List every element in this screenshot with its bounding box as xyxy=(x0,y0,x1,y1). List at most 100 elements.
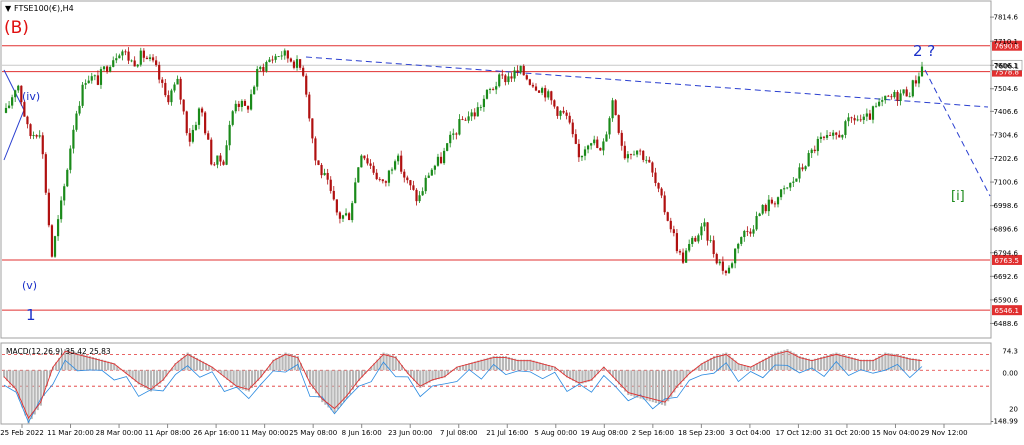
macd-histogram-bar xyxy=(862,359,866,371)
candle-body xyxy=(375,172,378,180)
macd-histogram-bar xyxy=(232,370,235,386)
macd-histogram-bar xyxy=(204,363,208,371)
candle-body xyxy=(397,155,400,162)
macd-histogram-bar xyxy=(195,357,198,371)
macd-histogram-bar xyxy=(611,370,615,378)
candle-body xyxy=(207,133,210,140)
macd-histogram-bar xyxy=(455,366,459,371)
macd-histogram-bar xyxy=(370,366,373,371)
macd-histogram-bar xyxy=(694,368,697,371)
candle-body xyxy=(246,105,250,110)
candle-body xyxy=(571,122,574,135)
macd-histogram-bar xyxy=(110,362,113,371)
candle-body xyxy=(510,76,513,79)
time-tick-label: 31 Oct 20:00 xyxy=(824,429,870,437)
macd-tick-label: 74.3 xyxy=(1002,348,1018,356)
price-tick-label: 7606.1 xyxy=(994,62,1019,70)
candle-body xyxy=(783,188,786,190)
candle-body xyxy=(688,244,691,251)
macd-histogram-bar xyxy=(590,370,593,381)
candle-body xyxy=(381,179,384,182)
macd-histogram-bar xyxy=(9,370,12,385)
macd-histogram-bar xyxy=(388,354,391,371)
candle-body xyxy=(406,177,409,181)
candle-body xyxy=(544,88,547,98)
candle-body xyxy=(265,61,268,72)
macd-histogram-bar xyxy=(853,357,856,371)
macd-histogram-bar xyxy=(804,357,807,371)
candle-body xyxy=(161,79,164,83)
macd-histogram-bar xyxy=(774,352,777,371)
macd-histogram-bar xyxy=(376,359,379,371)
candle-body xyxy=(96,75,100,85)
candle-body xyxy=(752,229,755,234)
candle-body xyxy=(7,105,11,108)
macd-histogram-bar xyxy=(125,370,128,374)
candle-body xyxy=(681,252,685,263)
candle-body xyxy=(418,195,421,202)
candle-body xyxy=(678,251,682,253)
candle-body xyxy=(531,84,535,87)
candle-body xyxy=(865,113,868,117)
macd-histogram-bar xyxy=(520,359,523,371)
candle-body xyxy=(29,124,32,137)
macd-histogram-bar xyxy=(480,359,483,371)
candle-body xyxy=(648,159,651,163)
candle-body xyxy=(685,250,688,263)
macd-histogram-bar xyxy=(832,353,835,371)
macd-histogram-bar xyxy=(189,354,192,371)
macd-histogram-bar xyxy=(428,370,431,383)
macd-histogram-bar xyxy=(578,370,581,385)
candle-body xyxy=(528,79,531,85)
macd-histogram-bar xyxy=(312,370,315,389)
candle-body xyxy=(23,102,26,117)
candle-body xyxy=(559,110,562,116)
macd-histogram-bar xyxy=(131,370,134,380)
candle-body xyxy=(173,84,176,91)
candle-body xyxy=(556,106,559,116)
macd-histogram-bar xyxy=(113,363,116,371)
candle-body xyxy=(700,226,703,236)
candle-body xyxy=(635,150,639,155)
candle-body xyxy=(626,154,629,159)
macd-histogram-bar xyxy=(391,355,394,371)
candle-body xyxy=(133,60,136,67)
candle-body xyxy=(222,161,225,165)
macd-histogram-bar xyxy=(709,357,713,371)
candle-body xyxy=(109,66,112,72)
candle-body xyxy=(421,191,424,196)
candle-body xyxy=(639,150,642,152)
candle-body xyxy=(256,68,259,87)
macd-histogram-bar xyxy=(810,359,814,371)
candle-body xyxy=(145,57,149,59)
time-tick-label: 18 Sep 23:00 xyxy=(678,429,725,437)
macd-histogram-bar xyxy=(823,356,826,371)
menu-arrow-icon[interactable]: ▼ xyxy=(5,4,12,13)
macd-histogram-bar xyxy=(715,355,719,371)
macd-tick-label: 0.00 xyxy=(1002,370,1018,378)
macd-histogram-bar xyxy=(541,363,544,371)
macd-histogram-bar xyxy=(471,362,474,371)
candle-body xyxy=(124,51,127,53)
candle-body xyxy=(60,200,63,220)
macd-histogram-bar xyxy=(263,370,266,373)
candle-body xyxy=(737,243,740,249)
wave-label-1: 1 xyxy=(26,306,36,324)
candle-body xyxy=(593,139,596,144)
macd-histogram-bar xyxy=(544,364,547,371)
candle-body xyxy=(504,75,507,83)
macd-histogram-bar xyxy=(498,356,501,371)
macd-histogram-bar xyxy=(67,349,70,371)
candle-body xyxy=(341,215,345,219)
candle-body xyxy=(99,69,103,85)
macd-histogram-bar xyxy=(868,359,872,371)
candle-body xyxy=(492,89,495,90)
time-tick-label: 2 Sep 16:00 xyxy=(632,429,674,437)
wave-label-i: [i] xyxy=(951,189,965,204)
candle-body xyxy=(449,134,452,144)
macd-histogram-bar xyxy=(431,370,434,381)
candle-body xyxy=(11,97,14,106)
candle-body xyxy=(917,76,921,84)
candle-body xyxy=(47,192,50,226)
